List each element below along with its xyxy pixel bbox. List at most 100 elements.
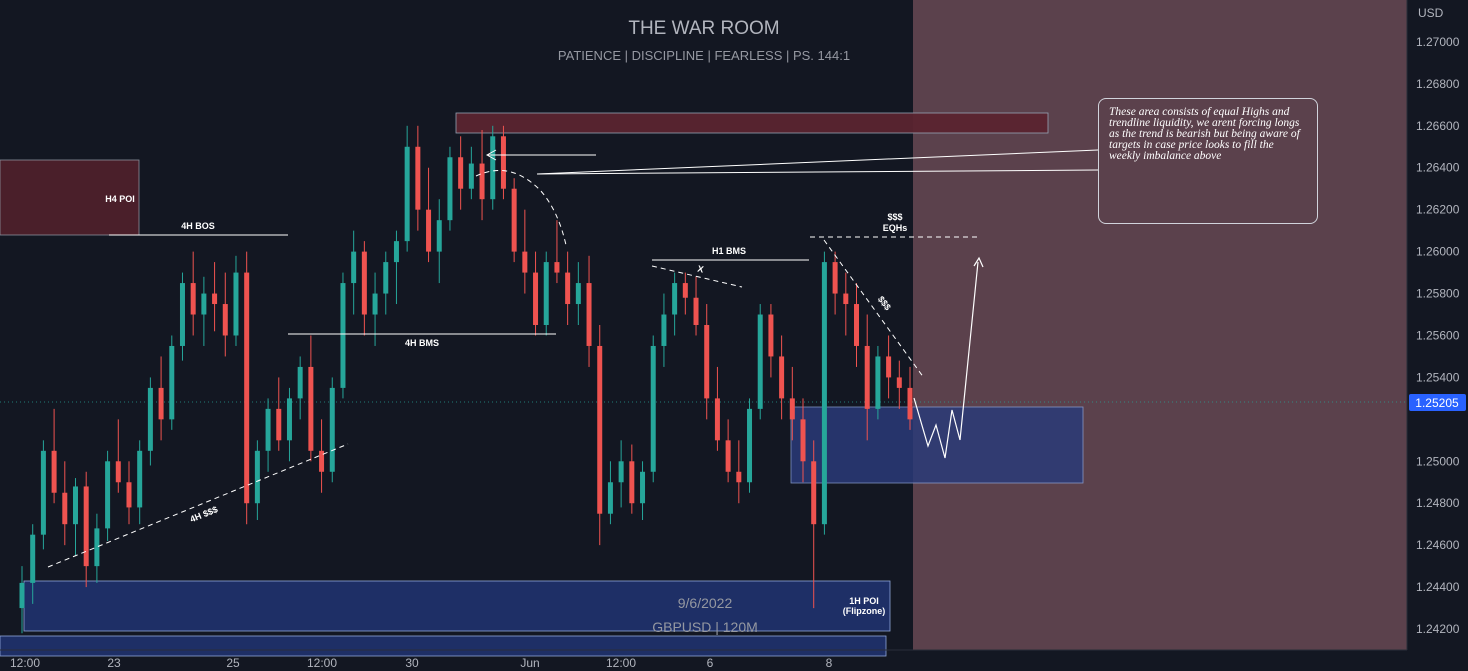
candle-body-24	[276, 408, 282, 441]
note-text: These area consists of equal Highs and t…	[1109, 106, 1300, 162]
candle-body-35	[393, 241, 399, 263]
left-arrow-head	[485, 149, 497, 161]
candle-body-71	[779, 356, 785, 399]
candle-body-43	[479, 163, 485, 200]
candle-body-22	[254, 450, 260, 504]
candle-body-70	[768, 314, 774, 357]
lower-poi-zone	[0, 635, 887, 657]
candles	[19, 125, 913, 634]
price-tick-8: 1.25400	[1416, 370, 1460, 384]
candle-body-14	[169, 345, 175, 420]
candle-body-74	[811, 461, 817, 525]
candle-body-73	[800, 419, 806, 462]
candle-body-67	[736, 471, 742, 483]
candle-body-37	[415, 146, 421, 210]
descending-trendline	[823, 239, 925, 379]
candle-body-18	[212, 293, 218, 305]
time-tick-1: 23	[107, 656, 121, 670]
candle-body-57	[629, 461, 635, 504]
time-tick-4: 30	[405, 656, 419, 670]
arc-trendline	[475, 169, 567, 246]
candle-body-77	[843, 293, 849, 305]
candle-body-1	[30, 534, 36, 583]
note-callout[interactable]: These area consists of equal Highs and t…	[1098, 98, 1318, 224]
candle-body-76	[832, 262, 838, 294]
candle-body-13	[158, 387, 164, 420]
label-4h-bos: 4H BOS	[181, 221, 215, 231]
candle-body-41	[458, 157, 464, 189]
price-tick-10: 1.24800	[1416, 496, 1460, 510]
right-poi-zone	[790, 406, 1084, 484]
candle-body-65	[714, 398, 720, 441]
candle-body-11	[137, 450, 143, 508]
candle-body-62	[682, 283, 688, 298]
h1-x-trendline	[651, 265, 743, 288]
candle-body-8	[105, 461, 111, 529]
last-price-badge	[1409, 394, 1466, 411]
callout-line-1	[536, 149, 1099, 175]
projection-path	[913, 261, 979, 459]
projection-arrow-head	[973, 256, 984, 268]
label-h1-bms: H1 BMS	[712, 246, 746, 256]
time-tick-2: 25	[226, 656, 240, 670]
candle-body-69	[757, 314, 763, 409]
time-tick-6: 12:00	[606, 656, 636, 670]
candle-body-44	[490, 136, 496, 200]
4h-trendline	[47, 443, 349, 568]
candle-body-72	[789, 398, 795, 420]
zone-label-h4-poi: H4 POI	[105, 194, 135, 204]
price-tick-5: 1.26000	[1416, 245, 1460, 259]
candle-body-56	[618, 461, 624, 483]
time-tick-5: Jun	[520, 656, 539, 670]
candle-body-19	[222, 304, 228, 336]
top-imbalance-zone	[455, 112, 1049, 134]
flipzone-poi-zone	[23, 580, 891, 632]
candle-body-63	[693, 297, 699, 325]
candle-body-60	[661, 314, 667, 346]
candle-body-32	[361, 251, 367, 315]
price-tick-9: 1.25000	[1416, 454, 1460, 468]
watermark-symbol: GBPUSD | 120M	[652, 619, 758, 635]
candle-body-7	[94, 528, 100, 567]
candle-body-80	[875, 356, 881, 409]
candle-body-45	[500, 136, 506, 189]
candle-body-16	[190, 283, 196, 315]
price-tick-1: 1.26800	[1416, 77, 1460, 91]
callout-line-2	[536, 169, 1099, 175]
candle-body-20	[233, 272, 239, 336]
candle-body-30	[340, 283, 346, 388]
price-tick-13: 1.24200	[1416, 622, 1460, 636]
candle-body-61	[672, 283, 678, 315]
time-ticks: 12:00 23 25 12:00 30 Jun 12:00 6 8	[10, 656, 833, 670]
candle-body-47	[522, 251, 528, 273]
time-tick-8: 8	[826, 656, 833, 670]
candle-body-15	[179, 283, 185, 346]
candle-body-4	[62, 492, 68, 525]
candle-body-27	[308, 366, 314, 451]
candle-body-3	[51, 450, 57, 493]
candle-body-79	[864, 345, 870, 409]
time-tick-3: 12:00	[307, 656, 337, 670]
price-tick-3: 1.26400	[1416, 161, 1460, 175]
h4-poi-zone	[0, 159, 140, 236]
chart-subtitle: PATIENCE | DISCIPLINE | FEARLESS | PS. 1…	[558, 48, 850, 63]
chart-title: THE WAR ROOM	[628, 18, 779, 39]
candle-body-17	[201, 293, 207, 315]
price-tick-6: 1.25800	[1416, 287, 1460, 301]
candle-body-66	[725, 440, 731, 472]
price-ticks: 1.27000 1.26800 1.26600 1.26400 1.26200 1.260…	[1416, 35, 1460, 636]
forecast-zone	[913, 0, 1407, 650]
candle-body-50	[554, 262, 560, 273]
candle-body-5	[72, 486, 78, 525]
watermark-date: 9/6/2022	[678, 595, 733, 611]
candle-body-23	[265, 408, 271, 451]
price-tick-4: 1.26200	[1416, 203, 1460, 217]
candle-body-58	[640, 471, 646, 504]
label-eqhs: EQHs	[883, 223, 908, 233]
candle-body-6	[83, 486, 89, 567]
candle-body-64	[704, 325, 710, 399]
candle-body-9	[115, 461, 121, 483]
candle-body-25	[286, 398, 292, 441]
candle-body-49	[543, 262, 549, 325]
